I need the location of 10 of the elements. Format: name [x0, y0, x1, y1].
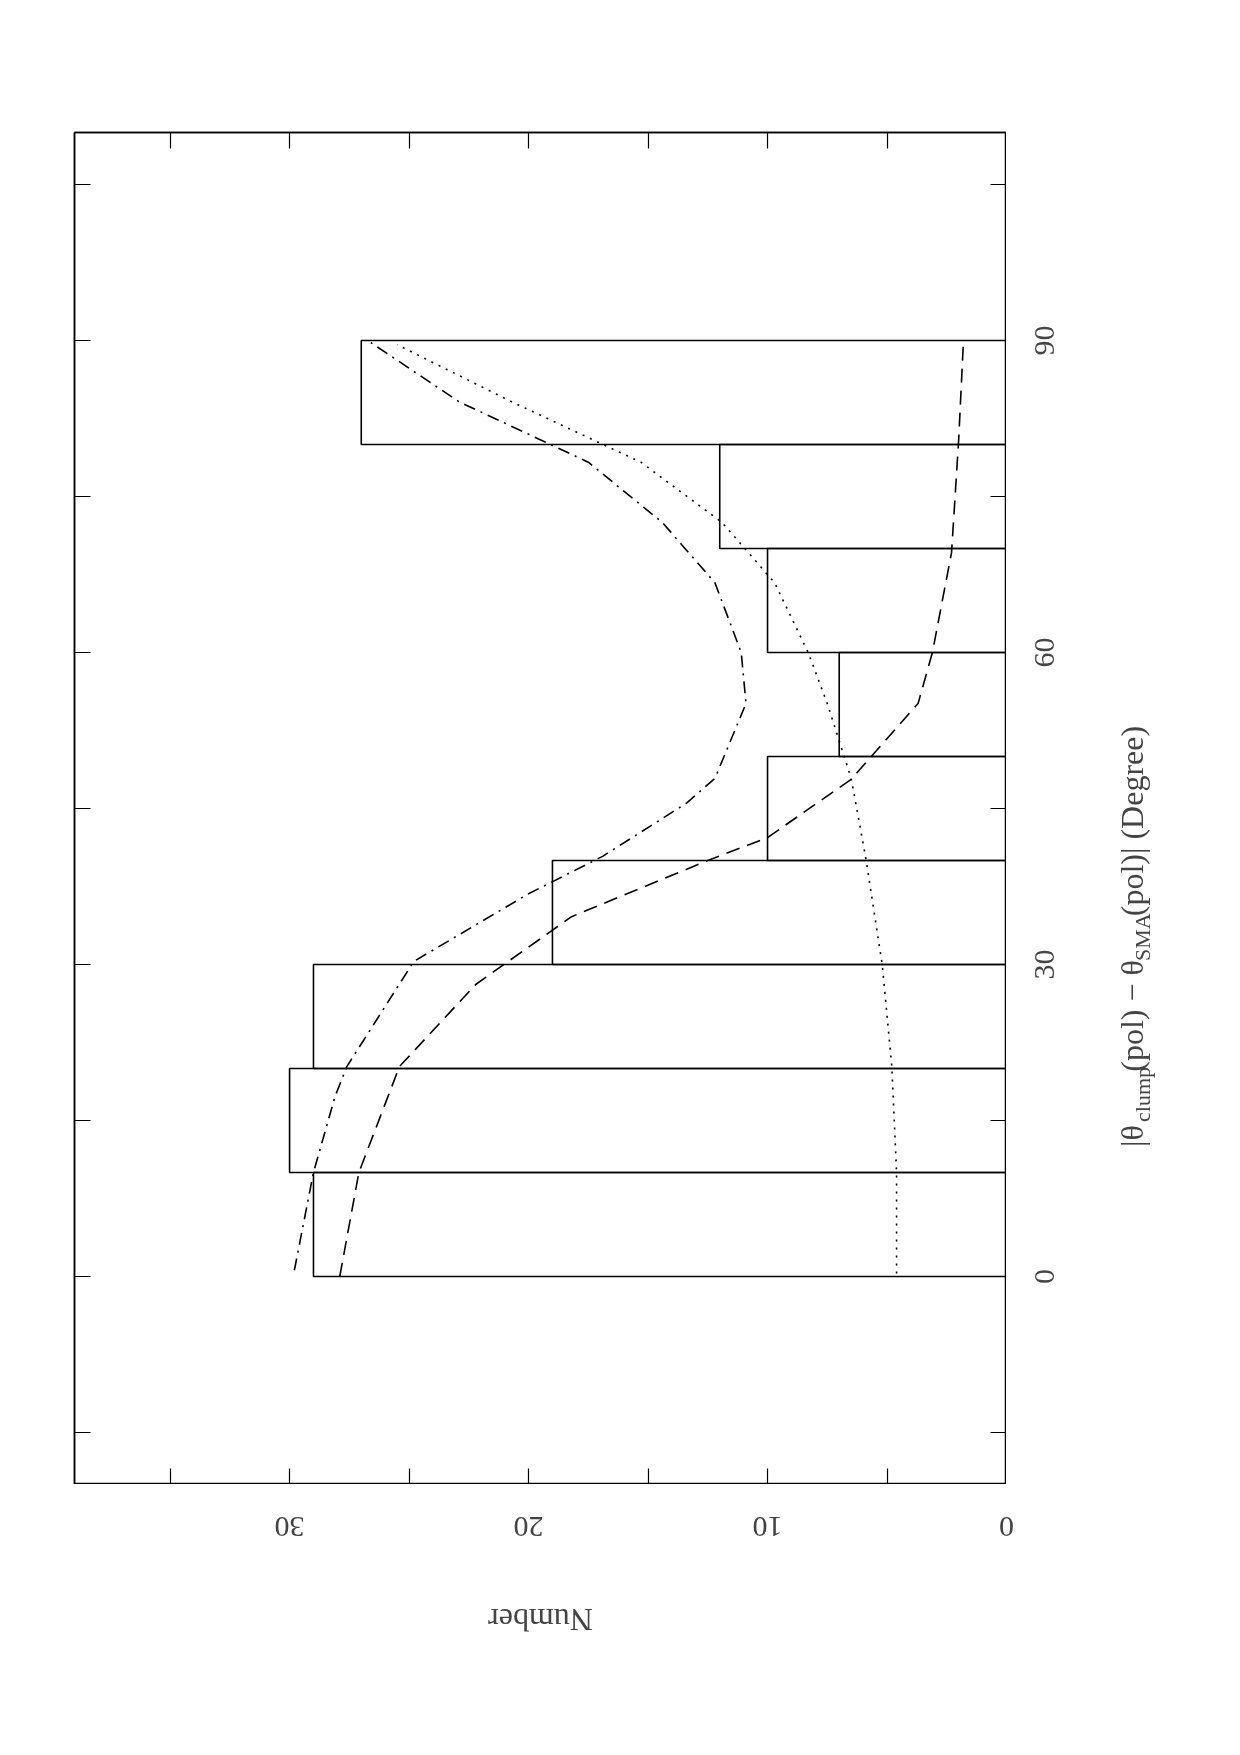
x-tick-label: 30 [274, 1511, 305, 1544]
y-tick-label: 0 [1027, 1269, 1060, 1284]
y-axis-title: |θclump(pol) − θSMA(pol)| (Degree) [1113, 725, 1155, 1147]
x-tick-label: 0 [999, 1511, 1014, 1544]
x-tick-label: 20 [513, 1511, 544, 1544]
y-tick-label: 60 [1027, 637, 1060, 668]
y-tick-label: 30 [1027, 949, 1060, 980]
x-tick-label: 10 [752, 1511, 783, 1544]
y-tick-label: 90 [1027, 325, 1060, 356]
x-axis-title: Number [487, 1601, 593, 1638]
